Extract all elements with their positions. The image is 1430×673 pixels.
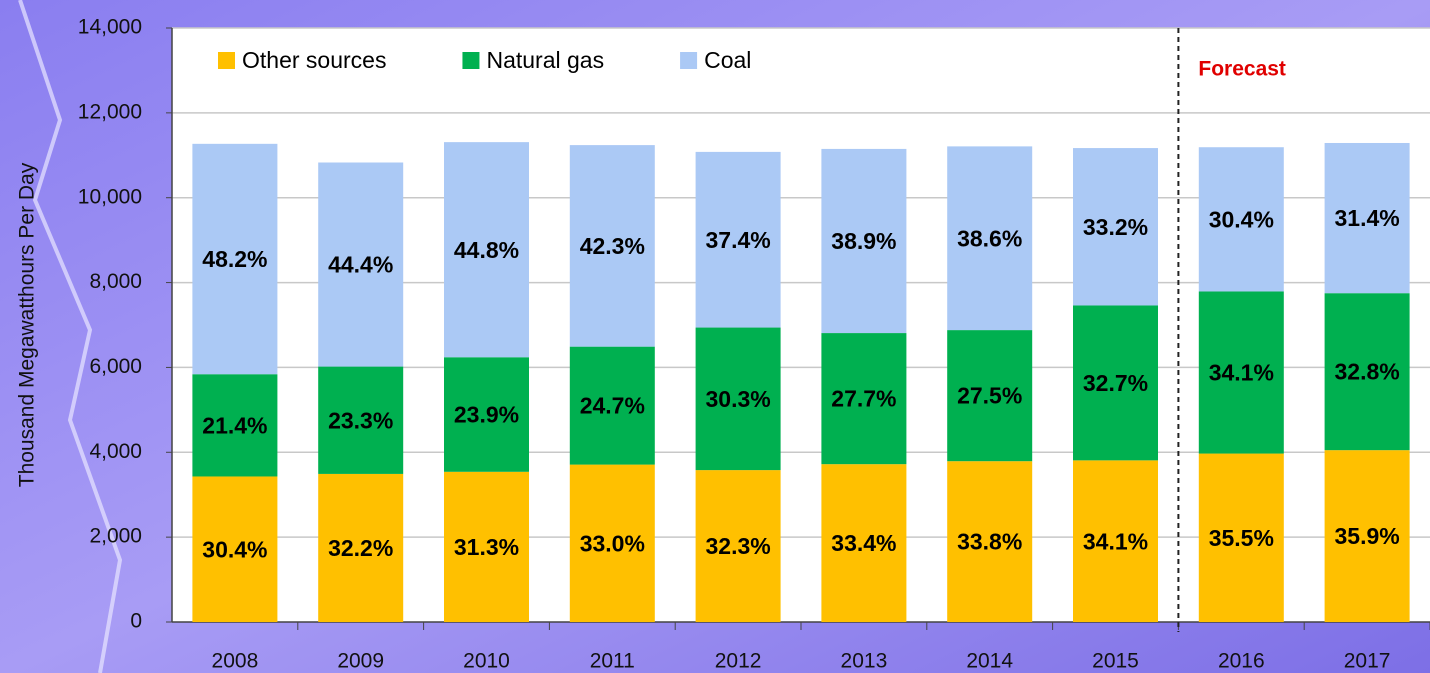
value-label: 32.3% <box>705 533 770 559</box>
legend-label: Natural gas <box>486 47 604 73</box>
value-label: 23.9% <box>454 402 519 428</box>
value-label: 23.3% <box>328 407 393 433</box>
bar-segment <box>318 473 404 622</box>
bar-segment <box>821 333 907 465</box>
bar-segment <box>569 145 655 347</box>
bar-segment <box>695 151 781 328</box>
legend-label: Other sources <box>242 47 386 73</box>
bar-segment <box>1324 142 1410 294</box>
value-label: 32.2% <box>328 535 393 561</box>
y-tick-label: 8,000 <box>89 270 142 293</box>
bar-segment <box>1198 147 1284 292</box>
bar-segment <box>1073 305 1158 461</box>
value-label: 30.3% <box>705 386 770 412</box>
bar-segment <box>947 461 1033 622</box>
bar-segment <box>444 357 529 472</box>
value-label: 35.9% <box>1334 523 1399 549</box>
bar-segment <box>192 143 278 375</box>
value-label: 38.9% <box>831 228 896 254</box>
value-label: 33.8% <box>957 529 1022 555</box>
x-tick-label: 2008 <box>212 650 259 673</box>
y-axis-title: Thousand Megawatthours Per Day <box>16 162 39 487</box>
annotation: Forecast <box>1198 58 1286 81</box>
bar-segment <box>1073 460 1158 622</box>
bar-segment <box>1073 148 1158 306</box>
y-tick-label: 4,000 <box>89 440 142 463</box>
legend-label: Coal <box>704 47 751 73</box>
bar-segment <box>192 374 278 477</box>
value-label: 24.7% <box>580 393 645 419</box>
bar-segment <box>192 476 278 622</box>
bar-segment <box>695 470 781 622</box>
x-tick-label: 2016 <box>1218 650 1265 673</box>
bar-segment <box>569 464 655 622</box>
y-tick-label: 12,000 <box>78 100 142 123</box>
value-label: 34.1% <box>1209 360 1274 386</box>
value-label: 31.4% <box>1334 205 1399 231</box>
bar-segment <box>821 464 907 622</box>
value-label: 38.6% <box>957 225 1022 251</box>
bar-segment <box>1198 453 1284 622</box>
decoration <box>18 0 123 673</box>
value-label: 27.5% <box>957 383 1022 409</box>
value-label: 32.7% <box>1083 370 1148 396</box>
value-label: 48.2% <box>202 246 267 272</box>
value-label: 30.4% <box>202 536 267 562</box>
y-tick-label: 2,000 <box>89 525 142 548</box>
bar-segment <box>695 327 781 471</box>
bar-segment <box>947 146 1033 331</box>
value-label: 42.3% <box>580 233 645 259</box>
y-tick-label: 14,000 <box>78 16 142 39</box>
bar-segment <box>821 148 907 334</box>
x-tick-label: 2012 <box>715 650 762 673</box>
y-tick-label: 6,000 <box>89 355 142 378</box>
bar-segment <box>1324 450 1410 622</box>
value-label: 37.4% <box>705 227 770 253</box>
value-label: 31.3% <box>454 534 519 560</box>
x-tick-label: 2017 <box>1344 650 1391 673</box>
value-label: 32.8% <box>1334 359 1399 385</box>
value-label: 27.7% <box>831 386 896 412</box>
bar-segment <box>569 346 655 465</box>
value-label: 21.4% <box>202 412 267 438</box>
bar-segment <box>1324 293 1410 451</box>
bar-segment <box>318 366 404 474</box>
legend-swatch <box>462 52 480 69</box>
value-label: 44.4% <box>328 252 393 278</box>
x-tick-label: 2013 <box>841 650 888 673</box>
bar-segment <box>444 471 529 622</box>
value-label: 34.1% <box>1083 528 1148 554</box>
legend-swatch <box>218 52 235 69</box>
x-tick-label: 2010 <box>463 650 510 673</box>
x-tick-label: 2011 <box>590 650 635 673</box>
y-tick-label: 10,000 <box>78 185 142 208</box>
y-tick-label: 0 <box>130 610 142 633</box>
bar-segment <box>947 330 1033 462</box>
x-tick-label: 2009 <box>337 650 384 673</box>
value-label: 44.8% <box>454 237 519 263</box>
x-tick-label: 2015 <box>1092 650 1139 673</box>
value-label: 33.4% <box>831 530 896 556</box>
bar-segment <box>318 162 404 367</box>
bar-segment <box>444 142 529 358</box>
legend-swatch <box>680 52 698 69</box>
value-label: 30.4% <box>1209 206 1274 232</box>
value-label: 33.0% <box>580 530 645 556</box>
value-label: 35.5% <box>1209 525 1274 551</box>
bar-segment <box>1198 291 1284 454</box>
x-tick-label: 2014 <box>966 650 1013 673</box>
value-label: 33.2% <box>1083 214 1148 240</box>
